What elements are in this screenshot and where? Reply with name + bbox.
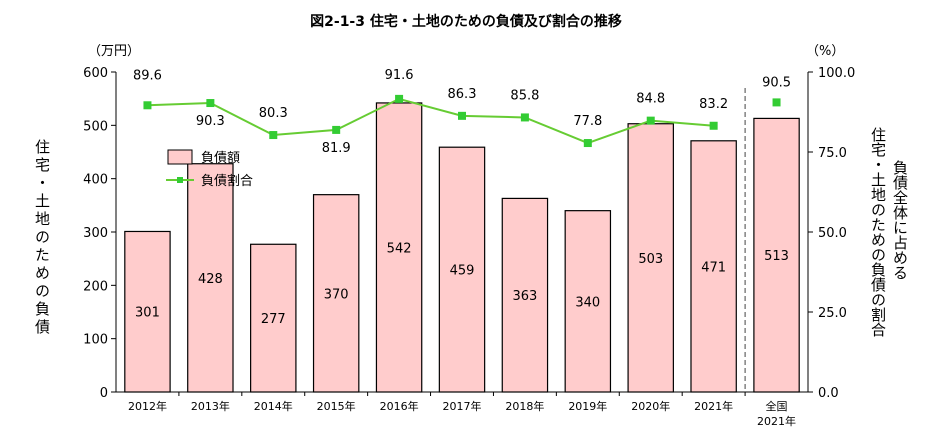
left-tick-label: 200 [83,279,108,294]
ratio-value-label: 81.9 [322,141,351,156]
ratio-value-label: 77.8 [573,114,602,129]
bar [375,102,423,393]
ratio-value-label: 83.2 [699,97,728,112]
legend: 負債額 負債割合 [166,149,253,189]
x-tick-label: 2020年 [631,399,670,413]
right-tick-label: 100.0 [818,66,855,81]
legend-line-label: 負債割合 [201,173,253,189]
legend-bar-label: 負債額 [201,151,240,166]
x-tick-label: 全国 [766,399,788,413]
bar [753,117,800,393]
ratio-polyline [147,97,714,145]
bar [187,163,234,393]
ratio-marker [143,101,152,110]
bar-value-label: 513 [764,249,789,264]
bar-value-label: 471 [701,260,726,275]
bar-value-label: 542 [387,241,412,256]
ratio-marker [395,94,404,103]
bar [250,243,297,393]
left-tick-label: 100 [83,333,108,348]
ratio-value-label: 89.6 [133,68,162,83]
bar [438,146,486,393]
chart-title: 図2-1-3 住宅・土地のための負債及び割合の推移 [310,13,622,30]
left-tick-label: 300 [83,226,108,241]
bar-value-label: 428 [198,272,223,287]
ratio-value-label: 91.6 [385,68,414,83]
bar-value-label: 459 [450,264,475,279]
x-tick-label: 2016年 [380,399,419,413]
left-tick-label: 400 [83,173,108,188]
left-tick-label: 600 [83,66,108,81]
x-tick-label: 2021年 [757,414,796,428]
right-tick-label: 25.0 [818,306,847,321]
ratio-value-label: 90.3 [196,114,225,129]
right-tick-label: 75.0 [818,146,847,161]
ratio-marker [772,98,781,107]
ratio-value-label: 86.3 [448,87,477,102]
ratio-marker [646,116,655,125]
ratio-marker [206,99,215,108]
x-tick-label: 2014年 [254,399,293,413]
ratio-marker [583,139,592,148]
right-axis-label-line2: 住宅・土地のための負債の割合 [869,127,887,337]
bars [124,102,800,393]
ratio-value-label: 80.3 [259,106,288,121]
x-tick-label: 2018年 [505,399,544,413]
data-labels: 301 428 277 370 542 459 363 340 503 471 513 89.6 90.… [133,68,791,327]
ratio-value-label: 90.5 [762,75,791,90]
bar-value-label: 370 [324,287,349,302]
ratio-marker [332,125,341,134]
bar-value-label: 503 [638,252,663,267]
right-axis-label-line1: 負債全体に占める [891,160,909,280]
legend-bar-swatch [167,149,193,165]
ratio-marker [458,111,466,120]
right-tick-label: 50.0 [818,226,847,241]
x-tick-label: 2013年 [191,399,230,413]
axes: 0 100 200 300 400 500 600 0.0 25.0 50.0 75.0 100.0 2… [83,66,855,428]
bar [690,140,737,393]
bar [124,230,171,393]
left-tick-label: 0 [100,386,108,401]
x-tick-label: 2015年 [317,399,356,413]
left-axis-unit: （万円） [88,44,140,59]
bar [564,210,612,393]
ratio-value-label: 84.8 [636,92,665,107]
right-tick-label: 0.0 [818,386,839,401]
ratio-marker [520,113,529,122]
bar-value-label: 277 [261,312,286,327]
bar [501,197,549,393]
bar [312,194,360,393]
x-tick-label: 2012年 [128,399,167,413]
ratio-line [143,94,781,148]
x-tick-label: 2019年 [568,399,607,413]
right-axis-unit: （%） [806,44,844,59]
bar-value-label: 363 [512,289,537,304]
ratio-marker [709,121,718,130]
left-tick-label: 500 [83,119,108,134]
ratio-value-label: 85.8 [510,88,539,103]
x-tick-label: 2021年 [694,399,733,413]
bar-value-label: 301 [135,306,160,321]
x-tick-label: 2017年 [443,399,482,413]
left-axis-label: 住宅・土地のための負債 [33,139,51,337]
legend-line-marker [177,177,183,183]
ratio-marker [269,131,278,140]
bar-value-label: 340 [575,295,600,310]
